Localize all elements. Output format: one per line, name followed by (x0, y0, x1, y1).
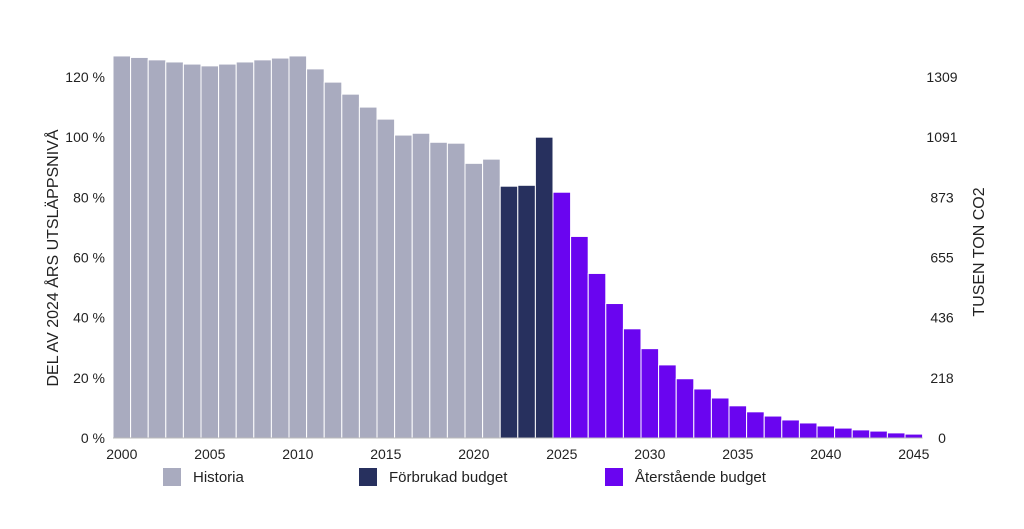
legend-label-forbrukad-budget: Förbrukad budget (389, 468, 508, 486)
bar-2023 (517, 184, 536, 439)
bars-group (112, 55, 924, 439)
bar-2032 (675, 378, 695, 439)
bar-2040 (816, 425, 836, 439)
y-tick-right: 655 (930, 250, 954, 266)
y-tick-right: 873 (930, 189, 954, 205)
bar-2002 (147, 59, 167, 439)
x-tick: 2045 (898, 446, 929, 462)
bar-2033 (693, 388, 712, 439)
y-tick-right: 1091 (926, 129, 957, 145)
bar-2039 (798, 422, 818, 439)
legend-swatch-historia (163, 468, 181, 486)
legend-swatch-aterstaende-budget (605, 468, 623, 486)
bar-2013 (341, 93, 360, 439)
bar-2011 (306, 68, 325, 439)
y-tick-left: 0 % (81, 430, 105, 446)
bar-2036 (746, 411, 765, 439)
bar-2009 (270, 57, 290, 439)
x-tick: 2020 (458, 446, 489, 462)
bar-2027 (587, 272, 607, 439)
bar-2000 (112, 55, 132, 439)
bar-2022 (499, 185, 519, 439)
legend-item-aterstaende-budget: Återstående budget (605, 468, 766, 486)
bar-2017 (411, 132, 431, 439)
x-tick: 2025 (546, 446, 577, 462)
legend-item-forbrukad-budget: Förbrukad budget (359, 468, 507, 486)
y-axis-right-ticks: 0 218 436 655 873 1091 1309 (926, 69, 957, 446)
bar-2028 (605, 303, 624, 439)
bar-2041 (834, 427, 853, 439)
bar-2043 (869, 430, 888, 439)
x-axis-ticks: 2000 2005 2010 2015 2020 2025 2030 2035 2040 2045 (106, 446, 929, 462)
bar-2025 (552, 191, 572, 439)
bar-2001 (130, 56, 149, 439)
bar-2019 (446, 142, 466, 439)
y-tick-left: 100 % (65, 129, 105, 145)
x-tick: 2000 (106, 446, 137, 462)
bar-2018 (429, 141, 448, 439)
y-tick-left: 120 % (65, 69, 105, 85)
bar-2045 (904, 433, 924, 439)
x-tick: 2015 (370, 446, 401, 462)
legend: Historia Förbrukad budget Återstående bu… (0, 468, 1024, 498)
x-tick: 2005 (194, 446, 225, 462)
bar-2006 (218, 63, 237, 439)
bar-2026 (570, 235, 589, 439)
bar-2030 (640, 348, 660, 439)
y-tick-right: 218 (930, 370, 954, 386)
bar-2031 (658, 364, 677, 439)
y-tick-right: 1309 (926, 69, 957, 85)
y-tick-left: 60 % (73, 250, 105, 266)
bar-2020 (464, 162, 484, 439)
y-tick-left: 80 % (73, 189, 105, 205)
y-axis-right-title: TUSEN TON CO2 (971, 187, 988, 316)
y-tick-right: 0 (938, 430, 946, 446)
bar-2044 (886, 432, 906, 439)
legend-label-historia: Historia (193, 468, 244, 486)
y-axis-left-title: DEL AV 2024 ÅRS UTSLÄPPSNIVÅ (43, 129, 62, 386)
bar-2029 (622, 328, 642, 439)
x-tick: 2030 (634, 446, 665, 462)
x-tick: 2040 (810, 446, 841, 462)
bar-2038 (781, 419, 800, 439)
legend-item-historia: Historia (163, 468, 244, 486)
bar-2003 (165, 61, 184, 439)
y-tick-left: 40 % (73, 310, 105, 326)
x-tick: 2010 (282, 446, 313, 462)
bar-2037 (763, 415, 783, 439)
bar-2010 (288, 55, 308, 439)
legend-label-aterstaende-budget: Återstående budget (635, 468, 766, 486)
y-tick-right: 436 (930, 310, 954, 326)
legend-swatch-forbrukad-budget (359, 468, 377, 486)
bar-2008 (253, 59, 272, 439)
bar-2016 (394, 134, 413, 439)
bar-2042 (851, 429, 871, 439)
bar-2012 (323, 81, 343, 439)
bar-2015 (376, 118, 396, 439)
bar-2024 (534, 136, 554, 439)
x-tick: 2035 (722, 446, 753, 462)
y-tick-left: 20 % (73, 370, 105, 386)
bar-2034 (710, 397, 730, 439)
bar-2005 (200, 65, 220, 439)
bar-2035 (728, 405, 748, 439)
bar-2021 (482, 158, 501, 439)
bar-2007 (235, 61, 255, 439)
bar-2004 (182, 63, 202, 439)
y-axis-left-ticks: 0 % 20 % 40 % 60 % 80 % 100 % 120 % (65, 69, 105, 446)
bar-2014 (358, 106, 378, 439)
